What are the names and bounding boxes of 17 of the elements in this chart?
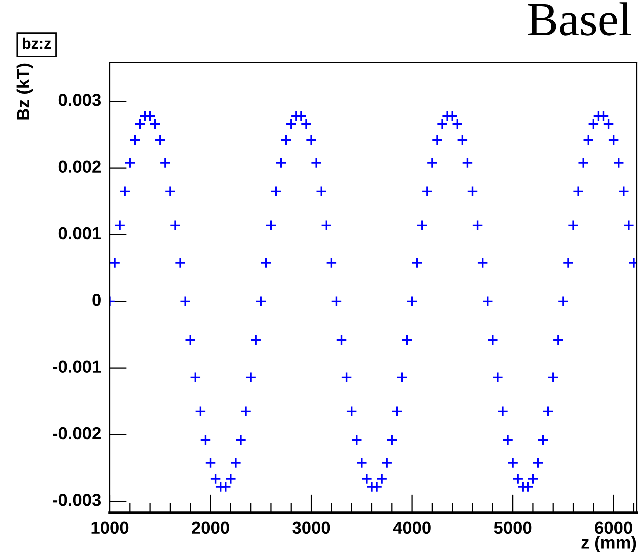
x-tick-label: 5000 <box>494 522 532 534</box>
y-tick-label: 0.003 <box>58 94 102 106</box>
y-tick-label: -0.001 <box>53 360 102 373</box>
y-tick-label: 0 <box>92 294 101 306</box>
x-tick-label: 2000 <box>192 522 230 534</box>
x-tick-label: 1000 <box>92 522 129 534</box>
text: bz:z <box>23 38 52 50</box>
x-tick-label: 6000 <box>595 522 632 534</box>
y-tick-label: -0.002 <box>53 427 101 440</box>
x-tick-label: 3000 <box>292 522 330 534</box>
y-axis-title: Bz (kT) <box>16 64 33 120</box>
x-axis-title: z (mm) <box>582 536 636 552</box>
y-tick-label: -0.003 <box>53 494 102 506</box>
y-tick-label: 0.001 <box>58 227 102 240</box>
y-tick-label: 0.002 <box>58 160 101 173</box>
chart-title: Basel <box>528 2 632 36</box>
x-tick-label: 4000 <box>393 522 431 534</box>
